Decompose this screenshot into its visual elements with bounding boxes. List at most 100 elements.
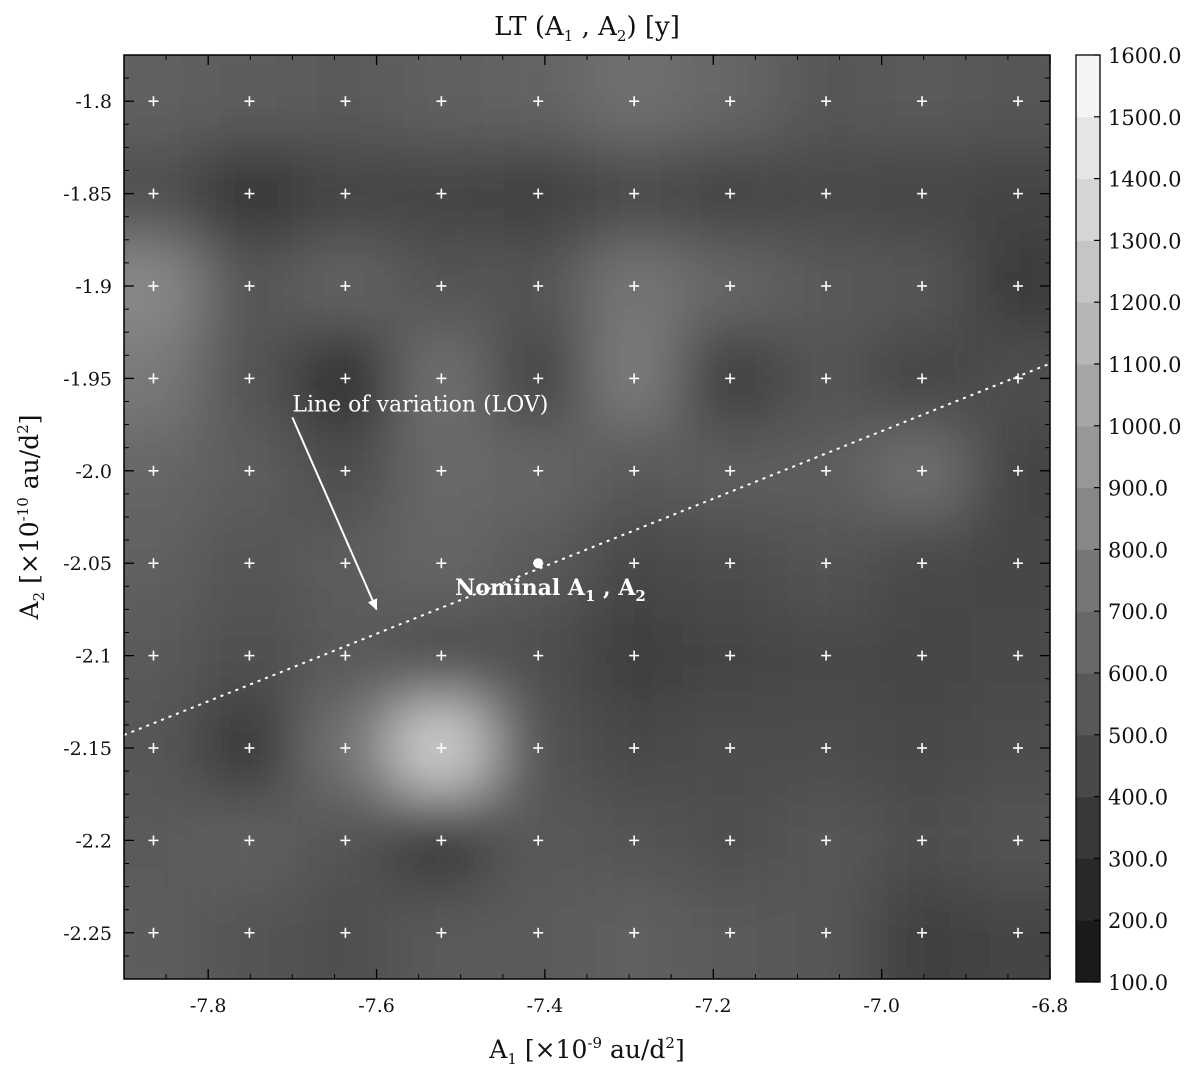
grid-plus-marker <box>148 281 159 291</box>
grid-plus-marker <box>821 558 832 569</box>
heatmap-area <box>124 55 1050 979</box>
grid-plus-marker <box>340 835 351 846</box>
colorbar-segment <box>1076 240 1100 303</box>
colorbar-tick-label: 900.0 <box>1108 477 1168 501</box>
grid-plus-marker <box>244 650 255 661</box>
grid-plus-marker <box>244 96 255 107</box>
heat-cell <box>778 886 875 979</box>
grid-plus-marker <box>340 96 351 107</box>
colorbar-tick-label: 700.0 <box>1108 600 1168 624</box>
heat-cell <box>124 886 202 979</box>
grid-plus-marker <box>148 558 159 569</box>
grid-plus-marker <box>821 927 832 938</box>
x-tick-label: -6.8 <box>1032 995 1069 1017</box>
heat-cell <box>970 239 1050 333</box>
grid-plus-marker <box>244 558 255 569</box>
grid-plus-marker <box>1013 465 1024 476</box>
grid-plus-marker <box>917 96 928 107</box>
colorbar-tick-label: 1100.0 <box>1108 353 1181 377</box>
grid-plus-marker <box>917 835 928 846</box>
grid-plus-marker <box>629 188 640 199</box>
grid-plus-marker <box>629 96 640 107</box>
heat-cell <box>124 239 202 333</box>
grid-plus-marker <box>533 281 544 291</box>
grid-plus-marker <box>148 927 159 938</box>
grid-plus-marker <box>533 743 544 753</box>
grid-plus-marker <box>436 927 447 938</box>
grid-plus-marker <box>725 465 736 476</box>
heat-cell <box>970 332 1050 425</box>
colorbar-segment <box>1076 734 1100 798</box>
grid-plus-marker <box>1013 373 1024 384</box>
heat-cell <box>778 55 875 148</box>
grid-plus-marker <box>821 188 832 199</box>
y-tick-label: -2.05 <box>63 553 112 575</box>
grid-plus-marker <box>436 96 447 107</box>
grid-plus-marker <box>821 835 832 846</box>
grid-plus-marker <box>1013 835 1024 846</box>
colorbar-segment <box>1076 549 1100 612</box>
grid-plus-marker <box>917 465 928 476</box>
x-axis: -7.8 -7.6 -7.4 -7.2 -7.0 -6.8 <box>123 55 1069 1017</box>
colorbar-segment <box>1076 302 1100 365</box>
y-tick-label: -1.95 <box>63 368 112 390</box>
heat-cell <box>393 886 490 979</box>
heat-cell <box>970 794 1050 887</box>
grid-plus-marker <box>917 743 928 753</box>
grid-plus-marker <box>917 650 928 661</box>
nominal-point <box>533 558 544 569</box>
grid-plus-marker <box>629 558 640 569</box>
grid-plus-marker <box>629 650 640 661</box>
grid-plus-marker <box>1013 281 1024 291</box>
colorbar-segment <box>1076 487 1100 550</box>
x-tick-label: -7.6 <box>358 995 395 1017</box>
grid-plus-marker <box>629 373 640 384</box>
y-tick-label: -2.1 <box>75 646 112 668</box>
heat-cell <box>124 517 202 610</box>
colorbar-tick-label: 300.0 <box>1108 847 1168 871</box>
grid-plus-marker <box>725 281 736 291</box>
lov-arrow <box>291 416 378 611</box>
colorbar-segment <box>1076 55 1100 118</box>
x-tick-label: -7.2 <box>695 995 732 1017</box>
grid-plus-marker <box>533 650 544 661</box>
grid-plus-marker <box>629 281 640 291</box>
grid-plus-marker <box>436 465 447 476</box>
colorbar-frame <box>1075 54 1101 983</box>
colorbar: 100.0 200.0 300.0 400.0 500.0 600.0 700.0 800.0… <box>1075 44 1181 995</box>
grid-plus-marker <box>533 188 544 199</box>
y-tick-label: -1.85 <box>63 184 112 206</box>
grid-plus-marker <box>244 188 255 199</box>
grid-plus-marker <box>148 743 159 753</box>
grid-plus-marker <box>340 743 351 753</box>
colorbar-segment <box>1076 425 1100 489</box>
heat-cell <box>970 701 1050 795</box>
grid-plus-marker <box>821 743 832 753</box>
y-tick-label: -2.0 <box>75 461 112 483</box>
heat-cell <box>124 147 202 240</box>
grid-plus-marker <box>244 373 255 384</box>
grid-plus-marker <box>821 650 832 661</box>
colorbar-tick-label: 1400.0 <box>1108 168 1181 192</box>
y-axis: -1.8 -1.85 -1.9 -1.95 -2.0 -2.05 -2.1 -2.15 -2.2… <box>63 54 1050 980</box>
grid-plus-marker <box>725 373 736 384</box>
grid-plus-marker <box>148 465 159 476</box>
colorbar-segment <box>1076 116 1100 180</box>
colorbar-tick-label: 400.0 <box>1108 786 1168 810</box>
grid-plus-marker <box>148 96 159 107</box>
heat-cell <box>970 424 1050 517</box>
grid-plus-marker <box>917 188 928 199</box>
colorbar-segment <box>1076 611 1100 674</box>
colorbar-tick-label: 600.0 <box>1108 662 1168 686</box>
colorbar-segment <box>1076 673 1100 736</box>
grid-plus-marker <box>340 558 351 569</box>
grid-plus-marker <box>917 281 928 291</box>
grid-plus-marker <box>629 743 640 753</box>
colorbar-segment <box>1076 178 1100 241</box>
grid-plus-marker <box>1013 743 1024 753</box>
heat-cell <box>393 55 490 148</box>
x-axis-title: A1 [×10-9 au/d2] <box>488 1034 684 1068</box>
colorbar-tick-label: 200.0 <box>1108 909 1168 933</box>
grid-markers <box>148 96 1024 938</box>
grid-plus-marker <box>436 188 447 199</box>
